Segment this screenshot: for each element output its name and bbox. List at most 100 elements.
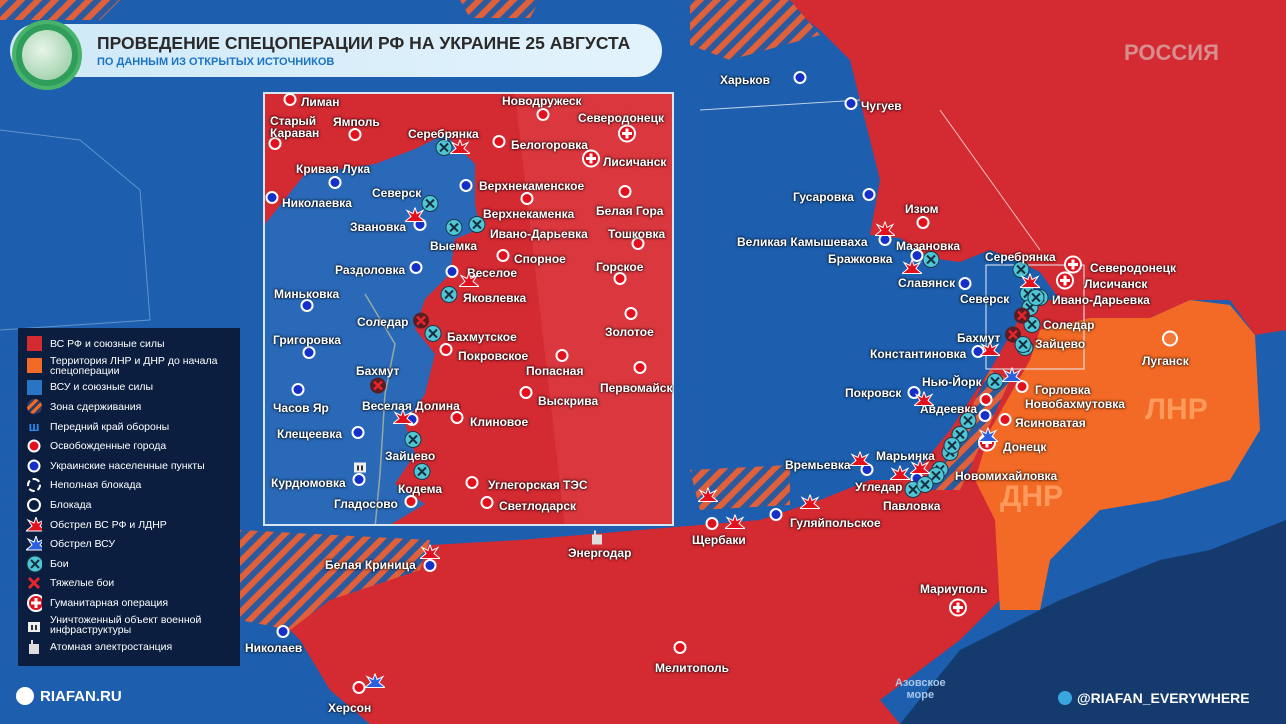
city-label: Северодонецк xyxy=(1090,261,1176,275)
lnr-dnr-territory xyxy=(975,300,1260,610)
liberated-city-icon xyxy=(480,496,494,515)
inset-city-label: Ивано-Дарьевка xyxy=(490,227,588,241)
city-marker-icon xyxy=(1161,330,1179,353)
inset-city-label: Первомайск xyxy=(600,381,673,395)
legend-label: Обстрел ВС РФ и ЛДНР xyxy=(50,518,167,531)
battle-x-icon xyxy=(26,555,42,573)
liberated-city-icon xyxy=(633,361,647,380)
legend-item: Блокада xyxy=(26,495,232,515)
legend-label: Гуманитарная операция xyxy=(50,596,169,609)
containment-zone xyxy=(690,0,820,60)
liberated-city-icon xyxy=(352,681,366,700)
inset-city-label: Бахмут xyxy=(356,364,400,378)
legend-label: Тяжелые бои xyxy=(50,577,115,590)
battle-icon xyxy=(440,286,458,309)
city-label: Северск xyxy=(960,292,1010,306)
legend-item: ВС РФ и союзные силы xyxy=(26,334,232,354)
city-label: Николаев xyxy=(245,641,303,655)
inset-city-label: Светлодарск xyxy=(499,499,577,513)
hatched-zone-icon xyxy=(26,399,42,415)
liberated-city-icon xyxy=(404,495,418,514)
battle-icon xyxy=(421,195,439,218)
ukrainian-settlement-icon xyxy=(793,71,807,90)
destroyed-infrastructure-icon xyxy=(353,459,367,478)
legend: ВС РФ и союзные силы Территория ЛНР и ДНР… xyxy=(18,328,240,666)
inset-city-label: Углегорская ТЭС xyxy=(488,478,588,492)
battle-icon xyxy=(927,467,945,490)
defense-line-icon: ш xyxy=(28,418,40,434)
liberated-city-icon xyxy=(283,93,297,112)
city-label: Великая Камышеваха xyxy=(737,235,868,249)
city-label: Гусаровка xyxy=(793,190,854,204)
legend-label: Блокада xyxy=(50,498,92,511)
city-label: Серебрянка xyxy=(985,250,1056,264)
legend-item: Бои xyxy=(26,554,232,574)
heavy-battle-icon xyxy=(412,312,430,335)
battle-icon xyxy=(1027,289,1045,312)
inset-city-label: Гладосово xyxy=(334,497,398,511)
blue-square-icon xyxy=(26,379,42,395)
legend-label: Освобожденные города xyxy=(50,440,167,453)
inset-city-label: Николаевка xyxy=(282,196,352,210)
liberated-city-icon xyxy=(555,349,569,368)
ukrainian-settlement-icon xyxy=(300,299,314,318)
nuclear-plant-icon xyxy=(590,530,604,551)
inset-city-label: Лисичанск xyxy=(603,155,667,169)
shelling-rf-icon xyxy=(1018,271,1042,295)
shelling-rf-icon xyxy=(978,339,1002,363)
ukrainian-settlement-icon xyxy=(423,559,437,578)
region-label-lnr: ЛНР xyxy=(1145,393,1208,426)
humanitarian-operation-icon xyxy=(1055,271,1075,296)
inset-city-label: Клиновое xyxy=(470,415,529,429)
city-label: Мариуполь xyxy=(920,582,988,596)
ukrainian-settlement-icon xyxy=(459,179,473,198)
legend-item: Тяжелые бои xyxy=(26,574,232,594)
inset-city-label: Клещеевка xyxy=(277,427,342,441)
liberated-city-icon xyxy=(673,641,687,660)
legend-item: Территория ЛНР и ДНР до начала спецопера… xyxy=(26,354,232,378)
city-label: Новомихайловка xyxy=(955,469,1058,483)
footer-site[interactable]: RIAFAN.RU xyxy=(16,687,122,705)
battle-icon xyxy=(1012,261,1030,284)
inset-city-label: Верхнекаменское xyxy=(479,179,585,193)
city-label: Гуляйпольское xyxy=(790,516,881,530)
inset-city-label: Попасная xyxy=(526,364,584,378)
liberated-city-icon xyxy=(465,476,479,495)
inset-city-label: Белая Гора xyxy=(596,204,664,218)
battle-icon xyxy=(922,251,940,274)
city-label: Новобахмутовка xyxy=(1025,397,1125,411)
city-label: Зайцево xyxy=(1035,337,1086,351)
city-label: Павловка xyxy=(883,499,941,513)
containment-zone xyxy=(460,0,540,18)
city-label: Угледар xyxy=(855,480,903,494)
russia-territory xyxy=(780,0,1286,335)
header-banner xyxy=(10,24,662,77)
inset-city-label: Горское xyxy=(596,260,644,274)
footer-telegram[interactable]: @RIAFAN_EVERYWHERE xyxy=(1058,690,1250,706)
dashed-ring-icon xyxy=(26,477,42,493)
inset-city-label: Северодонецк xyxy=(578,111,664,125)
ukrainian-settlement-icon xyxy=(862,188,876,207)
ukrainian-settlement-icon xyxy=(328,176,342,195)
ukrainian-settlement-icon xyxy=(302,346,316,365)
inset-city-label: Покровское xyxy=(458,349,529,363)
battle-icon xyxy=(445,219,463,242)
legend-item: Обстрел ВСУ xyxy=(26,534,232,554)
city-label: Изюм xyxy=(905,202,939,216)
city-label: Ивано-Дарьевка xyxy=(1052,293,1150,307)
liberated-city-icon xyxy=(348,128,362,147)
shelling-rf-icon xyxy=(908,457,932,481)
liberated-city-icon xyxy=(520,192,534,211)
battle-icon xyxy=(413,463,431,486)
inset-city-label: Веселая Долина xyxy=(362,399,460,413)
ukrainian-settlement-icon xyxy=(978,409,992,428)
legend-item: Освобожденные города xyxy=(26,436,232,456)
liberated-city-icon xyxy=(916,216,930,235)
liberated-city-icon xyxy=(998,413,1012,432)
inset-city-label: Яковлевка xyxy=(463,291,527,305)
city-label: Энергодар xyxy=(568,546,632,560)
city-label: Луганск xyxy=(1142,354,1189,368)
legend-label: Атомная электростанция xyxy=(50,640,173,653)
inset-city-label: Часов Яр xyxy=(273,401,329,415)
shelling-rf-icon xyxy=(448,137,472,161)
